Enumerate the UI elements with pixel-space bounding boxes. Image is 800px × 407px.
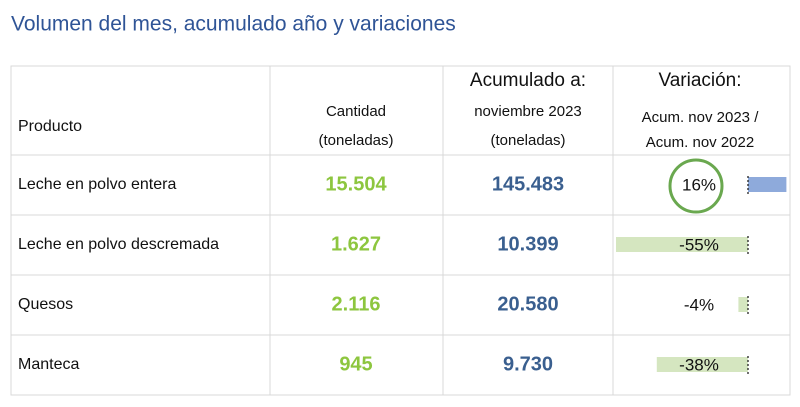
variation-bar <box>656 357 748 372</box>
product-name: Leche en polvo entera <box>18 176 176 193</box>
variation-label: 16% <box>682 175 716 194</box>
header-text: noviembre 2023 <box>474 103 582 120</box>
header-text: (toneladas) <box>490 132 565 149</box>
header-text: Acumulado a: <box>470 70 586 91</box>
acumulado: 10.399 <box>497 233 558 255</box>
product-name: Manteca <box>18 356 79 373</box>
header-text: Variación: <box>658 70 741 91</box>
header-text: (toneladas) <box>318 132 393 149</box>
cantidad: 2.116 <box>332 293 381 315</box>
variation-label: -4% <box>684 295 714 314</box>
product-name: Quesos <box>18 296 73 313</box>
table-border <box>10 65 791 396</box>
product-name: Leche en polvo descremada <box>18 236 219 253</box>
header-text: Acum. nov 2023 / <box>642 109 760 126</box>
cantidad: 15.504 <box>325 173 387 195</box>
variation-bar <box>748 177 787 192</box>
table-grid <box>10 65 791 396</box>
acumulado: 145.483 <box>492 173 564 195</box>
page-title: Volumen del mes, acumulado año y variaci… <box>11 13 456 36</box>
acumulado: 20.580 <box>497 293 558 315</box>
variation-label: -55% <box>679 235 719 254</box>
acumulado: 9.730 <box>503 353 553 375</box>
header-text: Cantidad <box>326 103 386 120</box>
variation-label: -38% <box>679 355 719 374</box>
cantidad: 1.627 <box>331 233 381 255</box>
variation-bar <box>738 297 748 312</box>
variation-bar <box>616 237 748 252</box>
header-text: Acum. nov 2022 <box>646 134 754 151</box>
header-text: Producto <box>18 118 82 135</box>
highlight-circle <box>668 158 724 214</box>
cantidad: 945 <box>339 353 372 375</box>
